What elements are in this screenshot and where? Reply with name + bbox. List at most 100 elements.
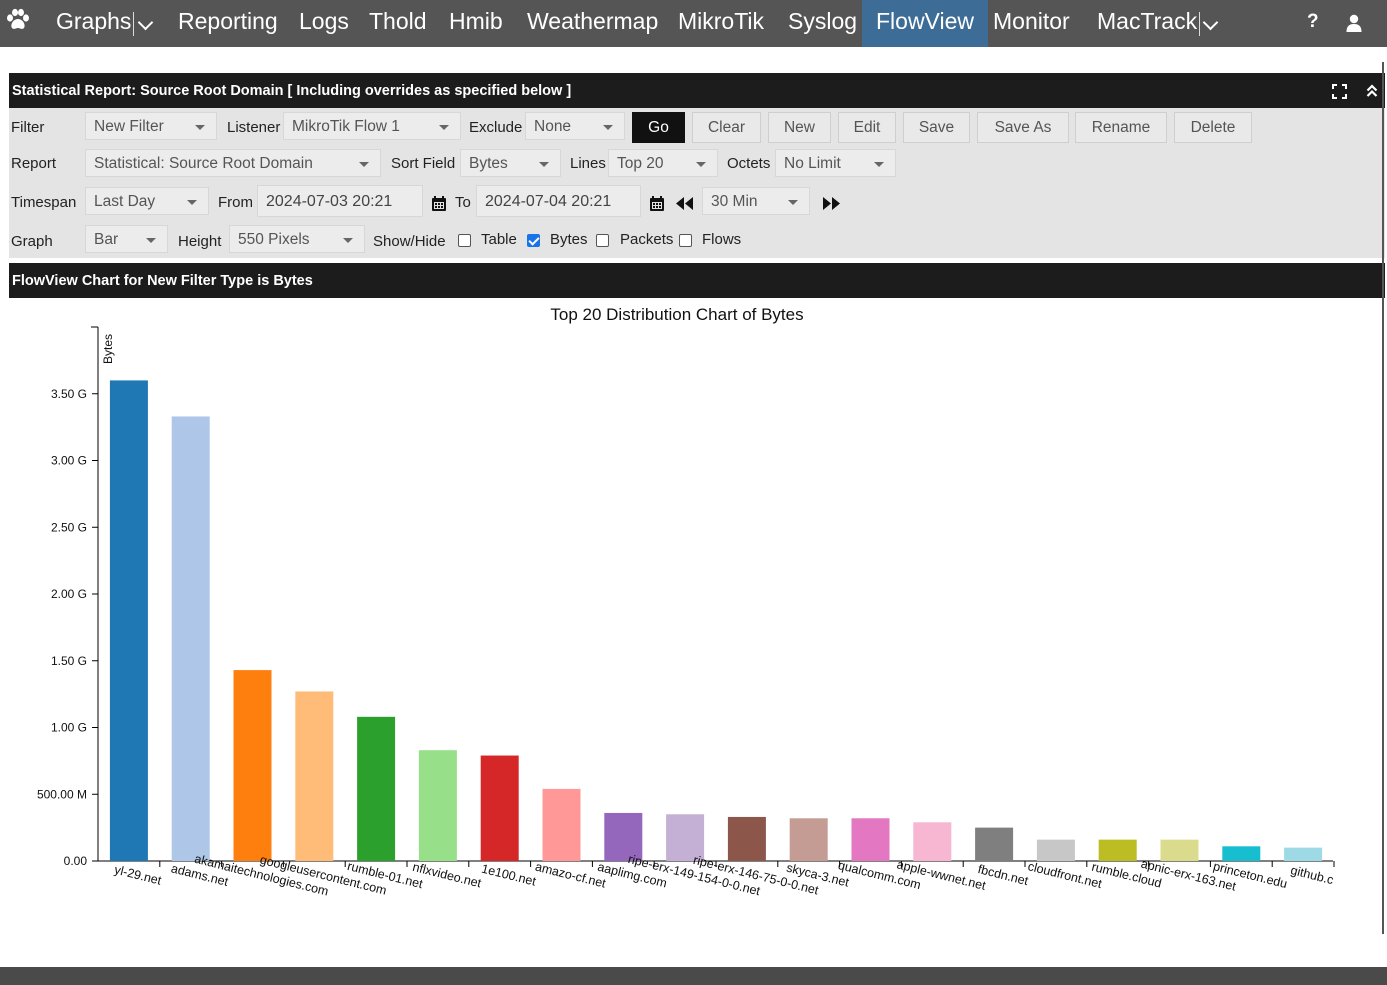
new-button[interactable]: New [768, 112, 831, 143]
x-tick-label: 1e100.net [480, 862, 538, 889]
mactrack-menu-chevron-icon[interactable] [1202, 14, 1219, 31]
shift-forward-icon[interactable] [823, 197, 840, 215]
height-select[interactable]: 550 Pixels [229, 225, 365, 253]
nav-reporting[interactable]: Reporting [178, 8, 278, 34]
report-label: Report [11, 155, 57, 172]
bar-0 [109, 380, 148, 861]
fullscreen-icon[interactable] [1332, 84, 1347, 103]
nav-graphs[interactable]: Graphs [56, 8, 132, 34]
graph-select-value: Bar [94, 231, 119, 248]
nav-monitor[interactable]: Monitor [993, 8, 1070, 34]
bar-14 [975, 827, 1014, 861]
clear-button[interactable]: Clear [692, 112, 761, 143]
from-date-input[interactable]: 2024-07-03 20:21 [257, 185, 423, 217]
graph-select[interactable]: Bar [85, 225, 168, 253]
bytes-checkbox-label[interactable]: Bytes [550, 231, 588, 248]
bar-6 [480, 755, 519, 861]
bar-12 [851, 818, 890, 861]
delete-button[interactable]: Delete [1174, 112, 1252, 143]
y-tick-label: 2.00 G [51, 587, 87, 601]
octets-select[interactable]: No Limit [775, 149, 896, 177]
filter-select-value: New Filter [94, 118, 164, 135]
height-label: Height [178, 233, 222, 250]
y-axis: 0.00 500.00 M 1.00 G 1.50 G 2.00 G 2.50 G 3.00… [37, 326, 99, 868]
sort-field-select[interactable]: Bytes [460, 149, 561, 177]
go-button[interactable]: Go [632, 112, 685, 143]
dropdown-caret-icon [539, 162, 549, 167]
octets-select-value: No Limit [784, 155, 841, 172]
x-tick-label: yl-29.net [113, 863, 163, 888]
to-label: To [455, 194, 471, 211]
dropdown-caret-icon [359, 162, 369, 167]
packets-checkbox-label[interactable]: Packets [620, 231, 674, 248]
bar-2 [233, 670, 272, 861]
x-tick-label: github.c [1289, 863, 1335, 887]
bar-17 [1160, 839, 1199, 861]
nav-separator [1199, 12, 1200, 36]
rename-button[interactable]: Rename [1075, 112, 1167, 143]
nav-mactrack[interactable]: MacTrack [1097, 8, 1198, 34]
filter-label: Filter [11, 119, 45, 136]
lines-label: Lines [570, 155, 606, 172]
save-button[interactable]: Save [903, 112, 970, 143]
paw-logo-icon[interactable] [5, 8, 31, 37]
nav-hmib[interactable]: Hmib [449, 8, 503, 34]
nav-logs[interactable]: Logs [299, 8, 349, 34]
dropdown-caret-icon [696, 162, 706, 167]
shift-select-value: 30 Min [711, 193, 758, 210]
nav-separator [133, 12, 134, 36]
filter-select[interactable]: New Filter [85, 112, 217, 140]
show-hide-label: Show/Hide [373, 233, 446, 250]
bar-9 [666, 814, 705, 861]
bar-18 [1222, 846, 1261, 861]
help-icon[interactable]: ? [1307, 11, 1319, 32]
bar-16 [1098, 839, 1137, 861]
dropdown-caret-icon [874, 162, 884, 167]
chart-title: Top 20 Distribution Chart of Bytes [550, 305, 803, 324]
nav-weathermap[interactable]: Weathermap [527, 8, 659, 34]
to-date-input[interactable]: 2024-07-04 20:21 [476, 185, 641, 217]
chart-panel-header: FlowView Chart for New Filter Type is By… [9, 263, 1385, 298]
bar-13 [913, 822, 952, 861]
y-tick-label: 1.00 G [51, 721, 87, 735]
dropdown-caret-icon [187, 200, 197, 205]
table-checkbox[interactable] [458, 234, 471, 247]
collapse-icon[interactable] [1366, 84, 1378, 102]
nav-syslog[interactable]: Syslog [788, 8, 858, 34]
shift-back-icon[interactable] [676, 197, 693, 215]
y-tick-label: 3.50 G [51, 387, 87, 401]
user-icon[interactable] [1345, 14, 1363, 38]
exclude-select[interactable]: None [525, 112, 625, 140]
report-header: Statistical Report: Source Root Domain [… [9, 73, 1385, 108]
flows-checkbox-label[interactable]: Flows [702, 231, 742, 248]
y-tick-label: 2.50 G [51, 520, 87, 534]
packets-checkbox[interactable] [596, 234, 609, 247]
graphs-menu-chevron-icon[interactable] [137, 14, 154, 31]
sort-field-select-value: Bytes [469, 155, 508, 172]
flows-checkbox[interactable] [679, 234, 692, 247]
from-label: From [218, 194, 253, 211]
nav-mikrotik[interactable]: MikroTik [678, 8, 765, 34]
lines-select[interactable]: Top 20 [608, 149, 718, 177]
from-calendar-icon[interactable] [432, 196, 446, 216]
listener-select[interactable]: MikroTik Flow 1 [283, 112, 461, 140]
table-checkbox-label[interactable]: Table [481, 231, 517, 248]
nav-flowview[interactable]: FlowView [862, 0, 988, 47]
bar-10 [727, 816, 766, 861]
y-tick-label: 3.00 G [51, 454, 87, 468]
to-calendar-icon[interactable] [650, 196, 664, 216]
exclude-label: Exclude [469, 119, 523, 136]
top-navigation: Graphs Reporting Logs Thold Hmib Weather… [0, 0, 1387, 47]
report-select[interactable]: Statistical: Source Root Domain [85, 149, 381, 177]
nav-thold[interactable]: Thold [369, 8, 427, 34]
edit-button[interactable]: Edit [838, 112, 896, 143]
dropdown-caret-icon [195, 125, 205, 130]
scrollbar[interactable] [1382, 62, 1384, 934]
bytes-checkbox[interactable] [527, 234, 540, 247]
save-as-button[interactable]: Save As [977, 112, 1069, 143]
shift-select[interactable]: 30 Min [702, 187, 810, 215]
timespan-select[interactable]: Last Day [85, 187, 209, 215]
dropdown-caret-icon [788, 200, 798, 205]
bar-7 [542, 788, 581, 861]
chart-panel-title: FlowView Chart for New Filter Type is By… [12, 273, 313, 289]
